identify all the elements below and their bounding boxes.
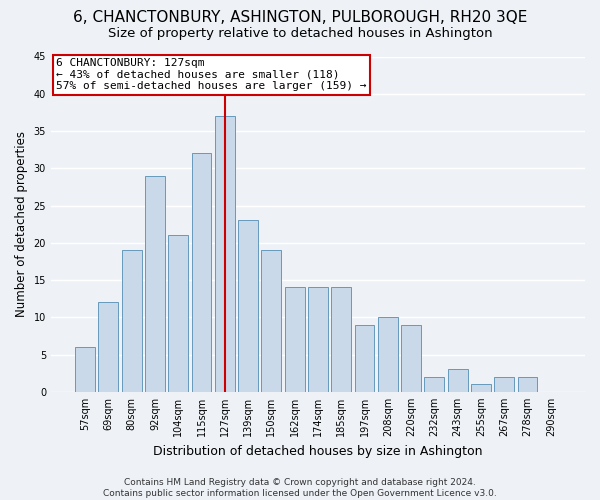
Y-axis label: Number of detached properties: Number of detached properties [15, 131, 28, 317]
Bar [448, 370, 467, 392]
Bar [378, 318, 398, 392]
Text: Contains HM Land Registry data © Crown copyright and database right 2024.
Contai: Contains HM Land Registry data © Crown c… [103, 478, 497, 498]
Bar [75, 347, 95, 392]
Bar [494, 377, 514, 392]
Bar [424, 377, 444, 392]
X-axis label: Distribution of detached houses by size in Ashington: Distribution of detached houses by size … [153, 444, 483, 458]
Bar [191, 154, 211, 392]
Bar [331, 288, 351, 392]
Text: Size of property relative to detached houses in Ashington: Size of property relative to detached ho… [107, 28, 493, 40]
Bar [285, 288, 305, 392]
Bar [98, 302, 118, 392]
Bar [471, 384, 491, 392]
Bar [169, 236, 188, 392]
Bar [308, 288, 328, 392]
Bar [238, 220, 258, 392]
Text: 6 CHANCTONBURY: 127sqm
← 43% of detached houses are smaller (118)
57% of semi-de: 6 CHANCTONBURY: 127sqm ← 43% of detached… [56, 58, 367, 92]
Bar [145, 176, 165, 392]
Bar [215, 116, 235, 392]
Bar [122, 250, 142, 392]
Text: 6, CHANCTONBURY, ASHINGTON, PULBOROUGH, RH20 3QE: 6, CHANCTONBURY, ASHINGTON, PULBOROUGH, … [73, 10, 527, 25]
Bar [355, 324, 374, 392]
Bar [262, 250, 281, 392]
Bar [401, 324, 421, 392]
Bar [518, 377, 538, 392]
